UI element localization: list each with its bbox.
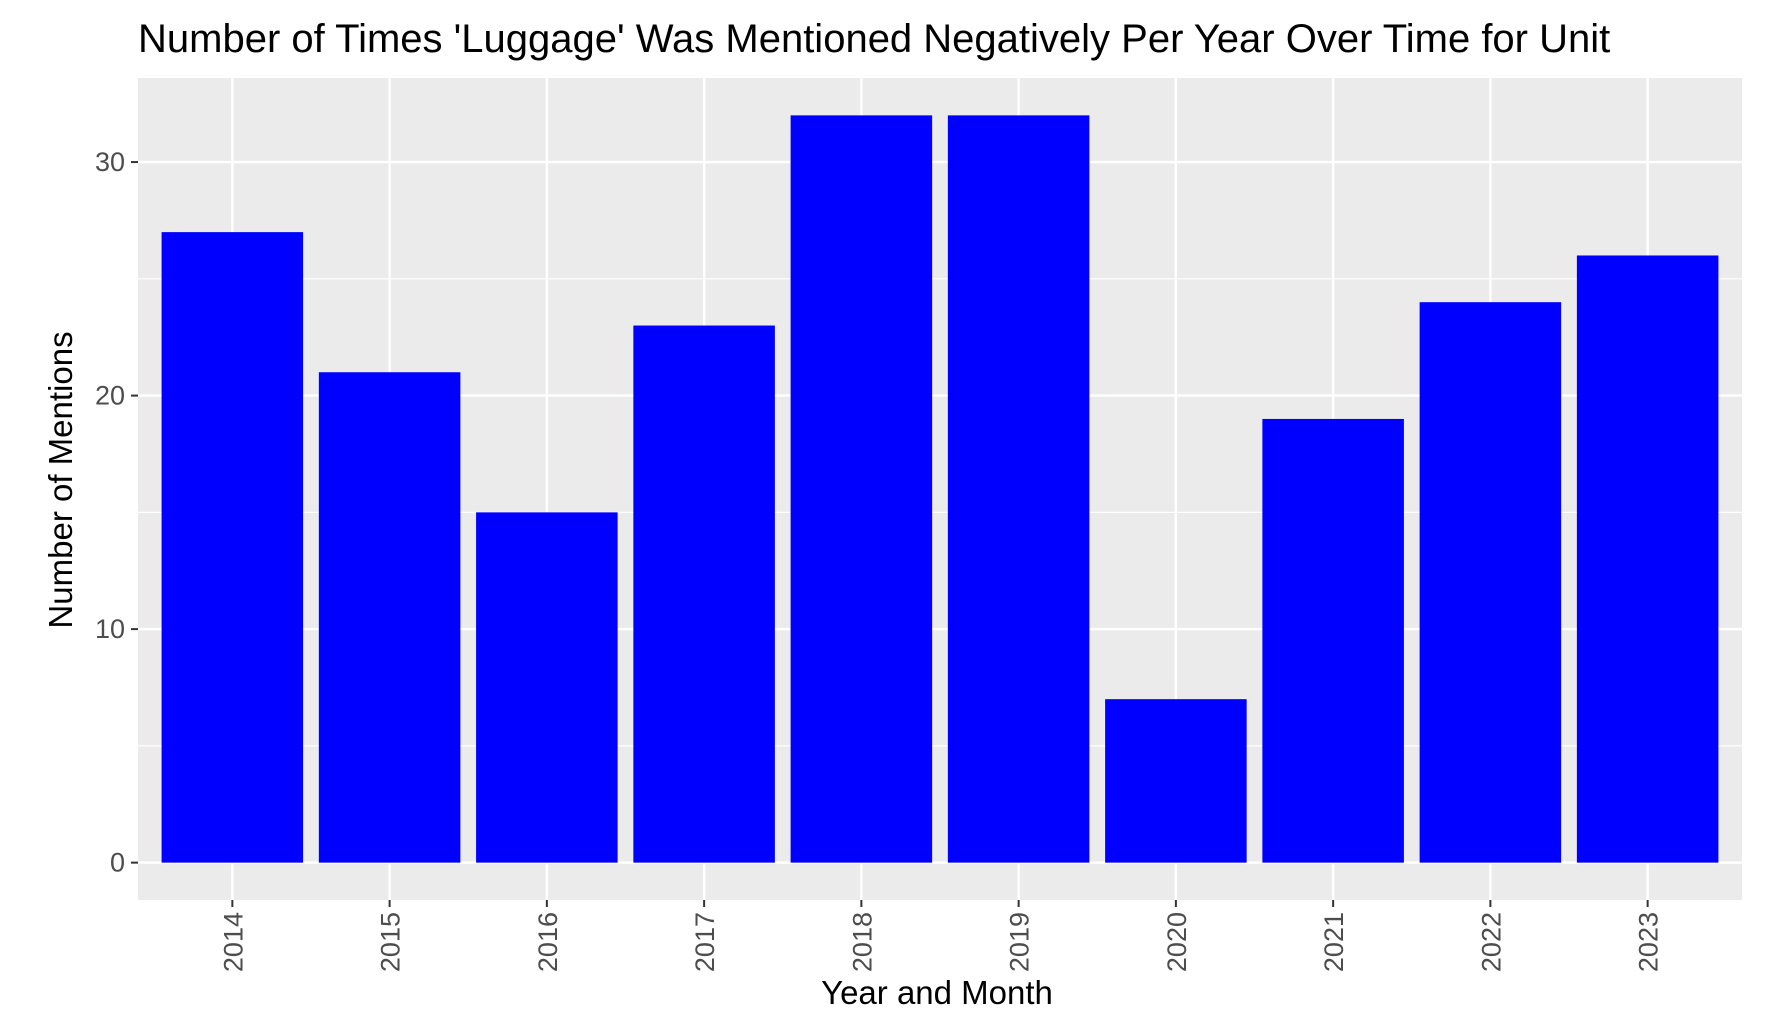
plot-area: 0 10 20 30 2014 2015 2016 2017 2018 2019 2020 2021 2…	[95, 78, 1742, 972]
bar-2022	[1419, 302, 1562, 863]
bar-2021	[1262, 418, 1404, 863]
y-tick-label: 30	[95, 147, 125, 177]
bar-2014	[161, 232, 304, 863]
x-axis-label: Year and Month	[821, 974, 1053, 1011]
bar-2015	[318, 372, 461, 863]
chart-title: Number of Times 'Luggage' Was Mentioned …	[138, 17, 1610, 61]
x-tick-label-2023: 2023	[1634, 912, 1664, 972]
x-tick-label-2017: 2017	[690, 912, 720, 972]
x-tick-label-2021: 2021	[1319, 912, 1349, 972]
bar-2018	[790, 115, 933, 863]
x-tick-label-2019: 2019	[1005, 912, 1035, 972]
x-tick-label-2014: 2014	[218, 912, 248, 972]
x-tick-label-2018: 2018	[847, 912, 877, 972]
bar-2016	[476, 512, 618, 863]
y-axis-label: Number of Mentions	[42, 331, 79, 628]
bar-2017	[633, 325, 775, 863]
x-tick-label-2015: 2015	[376, 912, 406, 972]
bar-2020	[1105, 699, 1247, 863]
bar-2019	[947, 115, 1090, 863]
x-tick-label-2016: 2016	[533, 912, 563, 972]
y-tick-label: 20	[95, 381, 125, 411]
bar-2023	[1576, 255, 1719, 863]
y-tick-label: 10	[95, 614, 125, 644]
y-tick-label: 0	[110, 848, 125, 878]
x-tick-label-2020: 2020	[1162, 912, 1192, 972]
x-tick-label-2022: 2022	[1476, 912, 1506, 972]
